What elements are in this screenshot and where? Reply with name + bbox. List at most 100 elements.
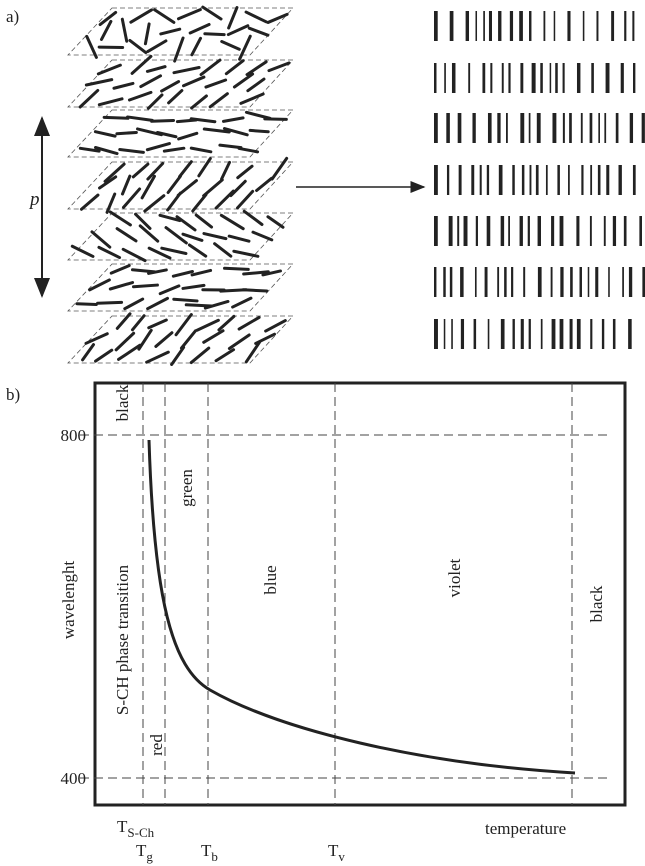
molecule: [173, 36, 185, 63]
molecule: [242, 209, 264, 226]
molecule: [179, 329, 197, 350]
molecule-projection: [549, 63, 552, 93]
molecule-projection: [528, 113, 531, 143]
molecule-projection: [559, 216, 564, 246]
molecule: [229, 179, 247, 198]
x-label: Tv: [328, 841, 345, 864]
molecule-projection: [475, 11, 478, 41]
molecule-projection: [483, 11, 485, 41]
region-label: black: [587, 585, 606, 622]
molecule-projection: [486, 216, 491, 246]
layer-plane: [67, 7, 294, 56]
molecule: [178, 160, 193, 179]
molecule: [166, 191, 182, 212]
molecule: [162, 146, 186, 153]
molecule: [223, 266, 250, 271]
panel-label: a): [6, 7, 19, 26]
molecule: [239, 92, 265, 105]
molecule-projection: [581, 165, 584, 195]
molecule: [99, 19, 113, 41]
molecule-projection: [488, 11, 492, 41]
molecule-projection: [629, 113, 634, 143]
molecule: [190, 94, 208, 110]
molecule-projection: [446, 113, 450, 143]
molecule-projection: [501, 63, 504, 93]
molecule: [131, 162, 150, 179]
molecule: [118, 147, 145, 154]
molecule-projection: [434, 63, 437, 93]
molecule: [261, 269, 282, 277]
molecule-projection: [444, 63, 446, 93]
molecule: [189, 146, 213, 154]
molecule: [267, 61, 291, 73]
molecule: [112, 81, 135, 90]
molecule-projection: [628, 319, 632, 349]
molecule: [129, 8, 154, 24]
molecule: [190, 268, 213, 277]
molecule-projection: [484, 267, 488, 297]
molecule-projection: [623, 216, 627, 246]
molecule-projection: [540, 63, 543, 93]
molecule: [214, 189, 235, 210]
molecule: [172, 65, 201, 75]
molecule: [93, 130, 117, 138]
molecule-projection: [620, 63, 624, 93]
molecule: [232, 249, 260, 258]
molecule-projection: [551, 319, 556, 349]
molecule: [94, 145, 119, 156]
molecule: [115, 312, 132, 330]
molecule: [251, 230, 274, 242]
molecule-projection: [562, 113, 565, 143]
molecule-projection: [569, 319, 573, 349]
molecule-projection: [448, 216, 453, 246]
molecule: [236, 164, 254, 180]
molecule: [134, 212, 152, 230]
molecule: [70, 244, 95, 258]
molecule-projection: [434, 11, 438, 41]
y-label: 800: [61, 426, 87, 445]
molecule-projection: [497, 113, 501, 143]
molecule-projection: [576, 63, 581, 93]
molecule: [270, 156, 289, 181]
molecule: [237, 315, 261, 331]
molecule: [177, 131, 199, 141]
molecule-projection: [500, 216, 505, 246]
molecule-projection: [591, 63, 594, 93]
molecule-projection: [504, 267, 507, 297]
molecule: [202, 178, 224, 198]
molecule-projection: [434, 165, 438, 195]
molecule-projection: [537, 216, 541, 246]
panel-b: b) 800 400 wavelenght black S-CH phase t…: [6, 381, 627, 864]
molecule-projection: [519, 11, 523, 41]
molecule: [255, 176, 274, 192]
molecule: [242, 270, 270, 276]
molecule: [90, 230, 112, 249]
molecule-projection: [608, 267, 610, 297]
molecule-projection: [551, 216, 555, 246]
molecule: [189, 346, 211, 365]
x-label: Tg: [136, 841, 153, 864]
molecule-projection: [590, 165, 593, 195]
molecule: [172, 297, 199, 303]
layer-plane: [67, 109, 294, 158]
molecule: [224, 59, 245, 76]
molecule-projection: [604, 113, 607, 143]
molecule: [182, 75, 206, 88]
molecule-projection: [560, 267, 564, 297]
molecule: [222, 127, 249, 137]
molecule: [75, 302, 98, 306]
molecule-projection: [449, 267, 453, 297]
molecule: [120, 174, 132, 196]
x-label: TS-Ch: [117, 817, 155, 840]
molecule-projection: [611, 11, 615, 41]
molecule: [143, 22, 151, 46]
molecule: [115, 130, 138, 136]
molecule-projection: [506, 113, 508, 143]
molecule-projection: [520, 113, 525, 143]
molecule: [130, 54, 153, 75]
molecule: [202, 127, 231, 134]
molecule: [146, 93, 164, 110]
region-label: green: [177, 469, 196, 507]
molecule: [131, 283, 159, 289]
molecule-projection: [457, 113, 462, 143]
